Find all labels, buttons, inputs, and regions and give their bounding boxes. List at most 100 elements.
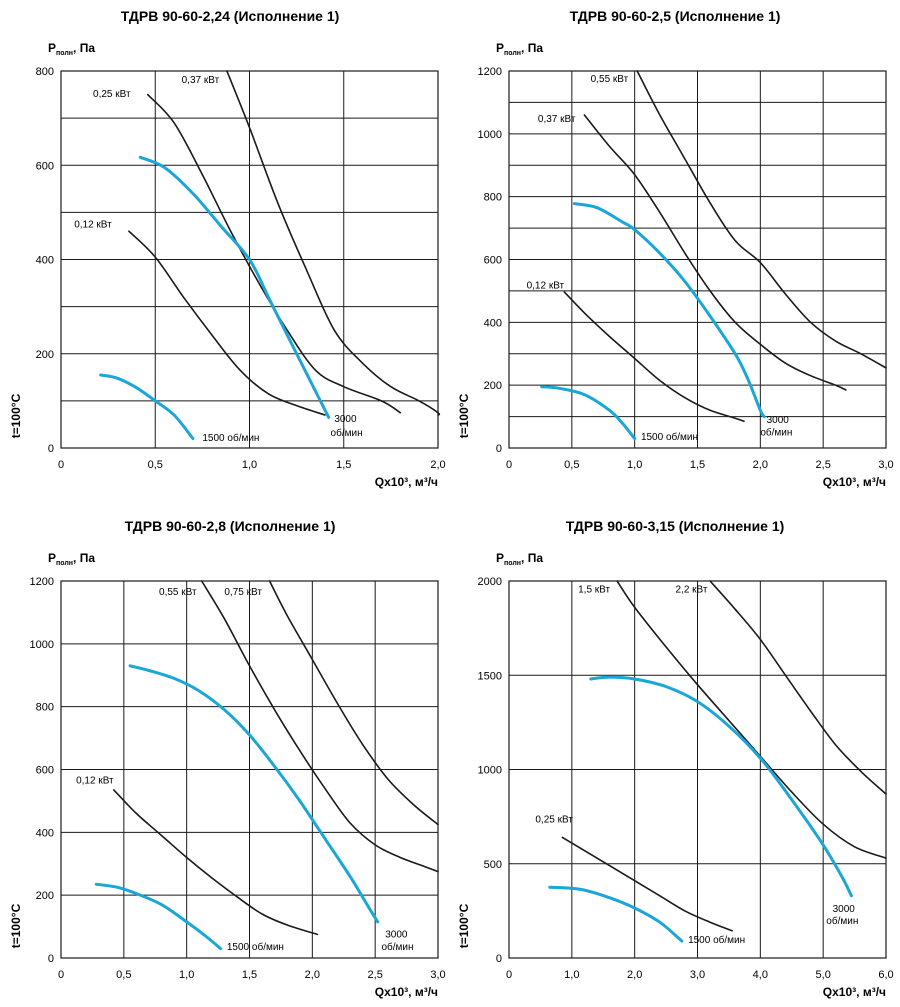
y-tick-label: 800 xyxy=(484,192,502,204)
chart-title: ТДРВ 90-60-3,15 (Исполнение 1) xyxy=(566,518,785,534)
curve-label: 1500 об/мин xyxy=(202,432,259,444)
curve-label: 3000 xyxy=(334,414,357,425)
curve-label: 1500 об/мин xyxy=(227,941,284,953)
y-tick-label: 400 xyxy=(36,827,54,839)
y-tick-label: 600 xyxy=(36,765,54,777)
curve-label: 0,75 кВт xyxy=(224,587,262,598)
x-tick-label: 3,0 xyxy=(690,969,705,981)
series-line-blue xyxy=(94,882,223,951)
series-line-black xyxy=(563,291,745,423)
curve-label: об/мин xyxy=(381,941,413,953)
series-line-black xyxy=(636,70,887,369)
x-tick-label: 0 xyxy=(58,459,64,471)
curve-label: об/мин xyxy=(331,427,363,439)
y-tick-label: 1500 xyxy=(478,670,502,682)
series-line-blue xyxy=(128,664,380,924)
curve-label: 0,25 кВт xyxy=(93,89,131,100)
y-tick-label: 400 xyxy=(36,255,54,267)
x-tick-label: 0 xyxy=(58,969,64,981)
series-line-blue xyxy=(548,885,684,943)
x-tick-label: 1,0 xyxy=(179,969,194,981)
x-tick-label: 1,5 xyxy=(242,969,257,981)
y-axis-label: Pполн, Па xyxy=(48,551,95,567)
chart-panel-3: ТДРВ 90-60-2,8 (Исполнение 1) Pполн, Па 0 2… xyxy=(9,518,446,999)
x-axis-label: Qx10³, м³/ч xyxy=(823,475,886,489)
series-line-black xyxy=(200,580,439,873)
plot-frame xyxy=(60,580,439,959)
x-tick-label: 6,0 xyxy=(878,969,893,981)
x-tick-label: 0,5 xyxy=(148,459,163,471)
y-tick-label: 800 xyxy=(36,66,54,78)
x-tick-label: 1,5 xyxy=(336,459,351,471)
y-tick-label: 0 xyxy=(48,443,54,455)
y-axis-label: Pполн, Па xyxy=(496,551,543,567)
series-line-blue xyxy=(589,675,853,898)
plot-frame xyxy=(508,580,887,959)
x-tick-label: 2,5 xyxy=(816,459,831,471)
series-line-blue xyxy=(572,202,766,419)
y-tick-label: 200 xyxy=(36,890,54,902)
y-tick-label: 2000 xyxy=(478,576,502,588)
x-tick-label: 1,0 xyxy=(627,459,642,471)
y-tick-label: 1200 xyxy=(30,576,54,588)
x-tick-label: 2,0 xyxy=(430,459,445,471)
x-axis-label: Qx10³, м³/ч xyxy=(375,475,438,489)
series-line-black xyxy=(709,580,887,795)
plot-frame xyxy=(508,70,887,449)
y-tick-label: 1000 xyxy=(30,639,54,651)
series-line-blue xyxy=(99,373,195,441)
x-tick-label: 2,0 xyxy=(305,969,320,981)
temperature-label: t=100°C xyxy=(9,393,23,438)
curve-label: 3000 xyxy=(833,904,856,915)
x-tick-label: 2,0 xyxy=(627,969,642,981)
x-tick-label: 0,5 xyxy=(564,459,579,471)
x-tick-label: 2,5 xyxy=(368,969,383,981)
x-tick-label: 5,0 xyxy=(816,969,831,981)
curve-label: 0,12 кВт xyxy=(76,776,114,787)
curve-label: 0,55 кВт xyxy=(591,74,629,85)
y-axis-label: Pполн, Па xyxy=(496,41,543,57)
x-tick-label: 1,0 xyxy=(242,459,257,471)
y-tick-label: 200 xyxy=(36,349,54,361)
x-tick-label: 0 xyxy=(506,459,512,471)
curve-label: об/мин xyxy=(760,426,792,438)
y-tick-label: 1000 xyxy=(478,129,502,141)
chart-title: ТДРВ 90-60-2,8 (Исполнение 1) xyxy=(125,518,336,534)
x-tick-label: 3,0 xyxy=(878,459,893,471)
x-tick-label: 0 xyxy=(506,969,512,981)
chart-panel-1: ТДРВ 90-60-2,24 (Исполнение 1) Pполн, Па 0… xyxy=(9,8,446,489)
x-tick-label: 1,0 xyxy=(564,969,579,981)
x-tick-label: 4,0 xyxy=(753,969,768,981)
y-tick-label: 1200 xyxy=(478,66,502,78)
x-tick-label: 3,0 xyxy=(430,969,445,981)
curve-label: 0,12 кВт xyxy=(74,219,112,230)
y-tick-label: 1000 xyxy=(478,765,502,777)
curve-label: 3000 xyxy=(767,415,790,426)
curve-label: 1500 об/мин xyxy=(641,431,698,443)
x-tick-label: 1,5 xyxy=(690,459,705,471)
x-axis-label: Qx10³, м³/ч xyxy=(375,985,438,999)
curve-label: 0,12 кВт xyxy=(527,280,565,291)
curve-label: 1500 об/мин xyxy=(688,934,745,946)
x-tick-label: 0,5 xyxy=(116,969,131,981)
y-tick-label: 400 xyxy=(484,317,502,329)
y-axis-label: Pполн, Па xyxy=(48,41,95,57)
x-tick-label: 2,0 xyxy=(753,459,768,471)
series-line-black xyxy=(268,580,439,826)
chart-panel-2: ТДРВ 90-60-2,5 (Исполнение 1) Pполн, Па 0 2… xyxy=(457,8,894,489)
curve-label: 2,2 кВт xyxy=(676,584,708,595)
y-tick-label: 200 xyxy=(484,380,502,392)
y-tick-label: 0 xyxy=(48,953,54,965)
y-tick-label: 600 xyxy=(484,255,502,267)
series-line-black xyxy=(583,114,847,391)
temperature-label: t=100°C xyxy=(9,903,23,948)
temperature-label: t=100°C xyxy=(457,393,471,438)
series-line-blue xyxy=(138,155,331,419)
series-line-black xyxy=(616,580,887,859)
curve-label: 0,37 кВт xyxy=(182,75,220,86)
curve-label: 3000 xyxy=(385,930,408,941)
plot-frame xyxy=(60,70,439,449)
curve-label: 0,37 кВт xyxy=(538,114,576,125)
y-tick-label: 0 xyxy=(496,443,502,455)
